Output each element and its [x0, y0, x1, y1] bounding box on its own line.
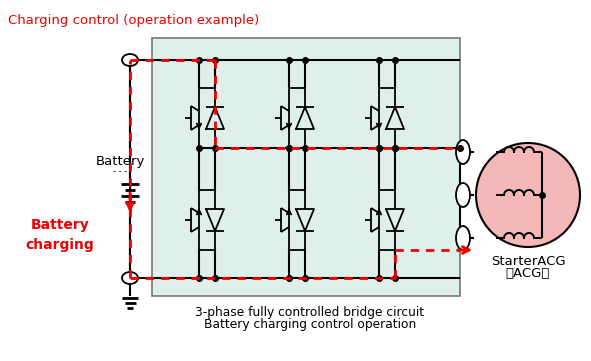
Text: Charging control (operation example): Charging control (operation example) [8, 14, 259, 27]
Text: Battery charging control operation: Battery charging control operation [204, 318, 416, 331]
Text: StarterACG: StarterACG [491, 255, 566, 268]
Ellipse shape [456, 183, 470, 207]
Ellipse shape [456, 140, 470, 164]
Text: Battery: Battery [95, 156, 145, 169]
Text: - - -: - - - [113, 168, 127, 177]
Ellipse shape [122, 54, 138, 66]
Ellipse shape [456, 226, 470, 250]
Text: （ACG）: （ACG） [506, 267, 550, 280]
Text: 3-phase fully controlled bridge circuit: 3-phase fully controlled bridge circuit [196, 306, 424, 319]
Text: Battery
charging: Battery charging [25, 218, 95, 252]
Ellipse shape [122, 272, 138, 284]
Circle shape [476, 143, 580, 247]
FancyBboxPatch shape [152, 38, 460, 296]
